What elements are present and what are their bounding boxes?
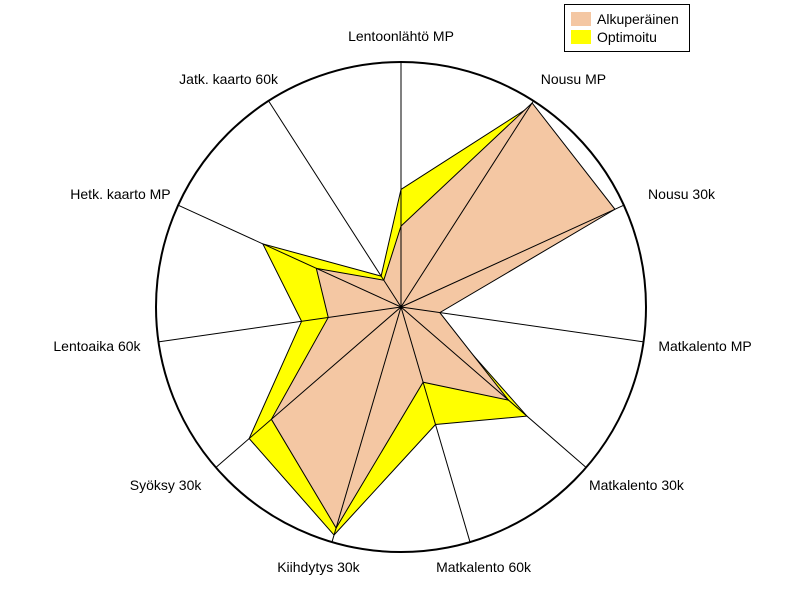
radar-chart: AlkuperäinenOptimoitu Lentoonlähtö MPNou… <box>0 0 803 614</box>
legend-swatch <box>571 12 591 26</box>
legend-item: Alkuperäinen <box>571 11 679 27</box>
legend-item: Optimoitu <box>571 29 679 45</box>
legend-label: Optimoitu <box>597 29 657 45</box>
legend: Alkuperäinen Optimoitu <box>564 4 690 52</box>
radar-svg <box>0 0 803 614</box>
legend-swatch <box>571 30 591 44</box>
legend-label: Alkuperäinen <box>597 11 679 27</box>
